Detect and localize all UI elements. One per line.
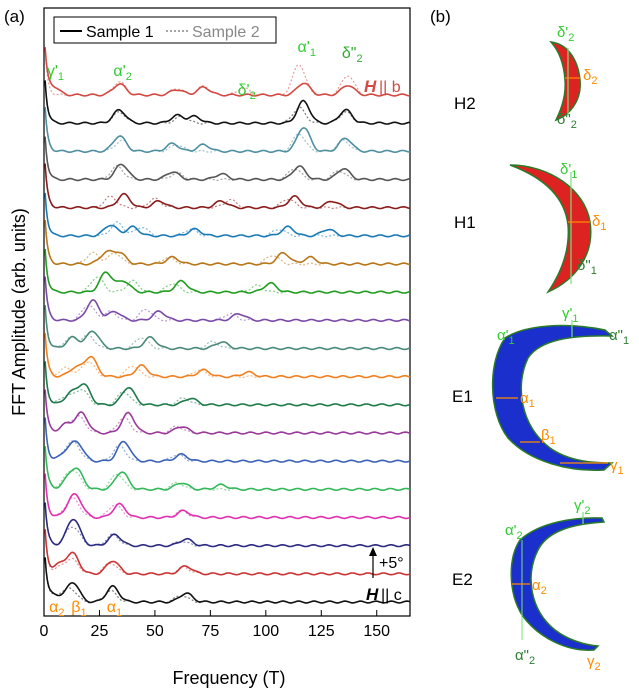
legend: Sample 1 Sample 2 xyxy=(53,16,277,44)
field-label-top-italic: H xyxy=(364,77,377,96)
orbit-h2: H2 δ'2 δ2 δ"2 xyxy=(454,24,597,131)
trace-sample-1-9 xyxy=(44,276,411,323)
x-tick-label-25: 25 xyxy=(91,623,109,640)
trace-sample-1-19 xyxy=(44,557,411,604)
orbit-e2-label-gamma-prime: γ'2 xyxy=(574,497,591,517)
trace-sample-1-18 xyxy=(44,529,411,576)
trace-sample-1-5 xyxy=(44,163,411,210)
plot-frame xyxy=(43,7,411,617)
trace-sample-1-11 xyxy=(44,332,411,379)
orbit-h2-label-bottom: δ"2 xyxy=(557,111,577,131)
peak-labels: γ'1 α'2 α'1 δ"2 δ'2 α2 β1 α1 xyxy=(47,39,363,619)
peak-label-top-0: γ'1 xyxy=(47,63,64,83)
trace-sample-2-9 xyxy=(44,276,411,322)
trace-sample-1-7 xyxy=(44,219,411,266)
peak-label-top-4: δ'2 xyxy=(238,82,256,102)
orbit-e1-label-alpha-prime: α'1 xyxy=(497,327,515,347)
trace-sample-1-16 xyxy=(44,473,411,520)
trace-sample-1-1 xyxy=(44,47,411,97)
orbit-e1-label-gamma: γ1 xyxy=(610,457,624,477)
orbit-e2-label-alpha-dprime: α"2 xyxy=(515,647,535,667)
peak-label-top-3: δ"2 xyxy=(342,45,363,65)
trace-sample-1-14 xyxy=(44,417,411,463)
trace-sample-1-2 xyxy=(44,80,411,125)
trace-sample-1-8 xyxy=(44,248,411,294)
trace-sample-2-14 xyxy=(44,417,411,463)
legend-label-sample-1: Sample 1 xyxy=(86,24,154,41)
trace-sample-1-10 xyxy=(44,305,411,351)
panel-b-label: (b) xyxy=(430,7,451,26)
orbit-e1-label-alpha-dprime: α"1 xyxy=(609,327,629,347)
x-axis-ticks: 0 25 50 75 100 125 150 xyxy=(40,610,390,640)
peak-label-top-1: α'2 xyxy=(113,63,131,83)
orbit-h1-name: H1 xyxy=(454,213,476,232)
orbit-h2-label-top: δ'2 xyxy=(557,24,574,44)
trace-sample-2-6 xyxy=(44,192,411,238)
angle-step-label: +5° xyxy=(379,555,404,572)
panel-a-plot: 0 25 50 75 100 125 150 γ'1 α'2 α'1 δ"2 δ'2 α2 β1 α1 xyxy=(40,7,411,640)
peak-label-bottom-2: α1 xyxy=(107,599,122,619)
panel-a-label: (a) xyxy=(4,7,25,26)
trace-sample-2-18 xyxy=(44,529,411,576)
trace-sample-1-12 xyxy=(44,361,411,407)
orbit-e2-name: E2 xyxy=(452,570,473,589)
orbit-e1-name: E1 xyxy=(452,387,473,406)
trace-sample-2-15 xyxy=(44,446,411,491)
orbit-h2-shape xyxy=(549,41,581,122)
orbit-e2-label-alpha-prime: α'2 xyxy=(505,522,523,542)
field-label-bottom-italic: H xyxy=(366,585,379,604)
trace-sample-2-3 xyxy=(44,107,411,153)
orbit-e1-label-beta: β1 xyxy=(541,427,556,447)
orbit-e2-label-gamma: γ2 xyxy=(587,653,601,673)
trace-sample-2-13 xyxy=(44,389,411,435)
field-label-top: || b xyxy=(379,79,401,96)
peak-label-bottom-1: β1 xyxy=(71,599,86,619)
orbit-e2-label-alpha: α2 xyxy=(532,577,547,597)
orbit-h1-label-mid: δ1 xyxy=(592,213,606,233)
trace-sample-2-19 xyxy=(44,558,411,604)
legend-box xyxy=(53,16,277,44)
x-tick-label-150: 150 xyxy=(363,623,390,640)
x-tick-label-75: 75 xyxy=(201,623,219,640)
trace-sample-2-16 xyxy=(44,473,411,520)
legend-label-sample-2: Sample 2 xyxy=(192,24,260,41)
trace-sample-1-3 xyxy=(44,107,411,154)
orbit-e1: E1 γ'1 α'1 α"1 α1 β1 γ1 xyxy=(452,305,629,477)
y-axis-title: FFT Amplitude (arb. units) xyxy=(9,208,29,416)
orbit-e1-label-alpha: α1 xyxy=(520,390,535,410)
orbit-h1-label-top: δ'1 xyxy=(560,161,577,181)
orbit-e2: E2 γ'2 α'2 α2 α"2 γ2 xyxy=(452,497,606,673)
trace-sample-1-17 xyxy=(44,502,411,548)
field-label-bottom: || c xyxy=(381,587,402,604)
x-tick-label-50: 50 xyxy=(146,623,164,640)
angle-step-annotation: +5° xyxy=(369,547,404,578)
trace-sample-2-2 xyxy=(44,80,411,125)
trace-sample-2-8 xyxy=(44,248,411,294)
x-tick-label-0: 0 xyxy=(40,623,49,640)
orbit-e1-shape xyxy=(491,324,615,471)
orbit-h1: H1 δ'1 δ1 δ"1 xyxy=(454,161,606,294)
x-axis-title: Frequency (T) xyxy=(172,668,285,688)
peak-label-top-2: α'1 xyxy=(298,39,316,59)
trace-sample-2-4 xyxy=(44,136,411,182)
x-tick-label-100: 100 xyxy=(252,623,279,640)
trace-sample-2-5 xyxy=(44,163,411,210)
angle-step-arrowhead xyxy=(369,547,377,556)
x-tick-label-125: 125 xyxy=(308,623,335,640)
trace-sample-2-17 xyxy=(44,502,411,548)
trace-sample-1-6 xyxy=(44,192,411,238)
orbit-h1-label-bottom: δ"1 xyxy=(577,257,597,277)
trace-sample-1-4 xyxy=(44,136,411,182)
orbit-e1-label-gamma-prime: γ'1 xyxy=(562,305,579,325)
fft-traces xyxy=(44,47,411,604)
trace-sample-1-15 xyxy=(44,446,411,492)
trace-sample-1-13 xyxy=(44,389,411,435)
trace-sample-2-12 xyxy=(44,361,411,407)
peak-label-bottom-0: α2 xyxy=(49,599,64,619)
orbit-h2-label-mid: δ2 xyxy=(583,67,597,87)
orbit-h2-name: H2 xyxy=(454,94,476,113)
